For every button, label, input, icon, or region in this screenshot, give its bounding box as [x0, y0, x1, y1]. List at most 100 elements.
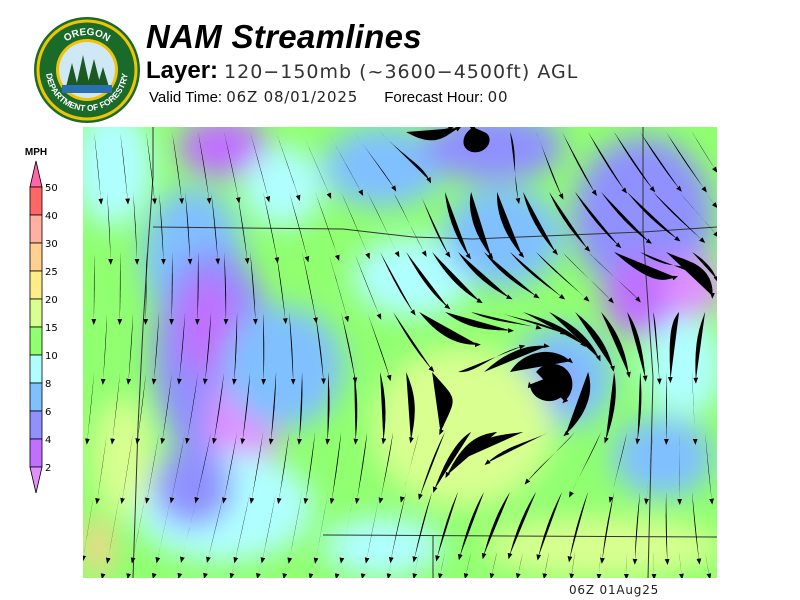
- streamline: [536, 492, 563, 561]
- svg-text:OREGON: OREGON: [62, 27, 112, 44]
- streamline: [575, 192, 622, 249]
- streamline: [614, 132, 656, 193]
- streamline: [527, 372, 568, 402]
- streamline: [484, 432, 550, 466]
- streamline: [463, 552, 472, 578]
- page-title: NAM Streamlines: [146, 18, 422, 55]
- colorbar-bottom-arrow: [29, 466, 43, 494]
- streamline: [105, 492, 121, 564]
- streamline: [313, 492, 329, 564]
- streamline-map[interactable]: [83, 127, 717, 578]
- streamline: [341, 312, 358, 384]
- streamline: [664, 372, 669, 445]
- streamline: [412, 552, 420, 578]
- colorbar-tick-label: 8: [45, 379, 51, 390]
- colorbar-unit: MPH: [25, 147, 47, 158]
- streamline: [588, 252, 641, 303]
- streamline: [588, 132, 628, 194]
- streamline: [419, 312, 481, 348]
- colorbar-segment: [29, 298, 43, 328]
- streamline: [325, 372, 331, 445]
- colorbar-segment: [29, 354, 43, 384]
- colorbar-tick-label: 30: [45, 239, 58, 250]
- streamline: [432, 252, 483, 304]
- streamline: [195, 252, 200, 325]
- streamline: [627, 312, 648, 382]
- valid-time-info: Valid Time: 06Z 08/01/2025 Forecast Hour…: [149, 88, 508, 106]
- colorbar-top-arrow: [29, 160, 43, 188]
- streamline: [469, 192, 494, 260]
- streamline: [169, 432, 186, 504]
- streamline: [406, 127, 462, 141]
- streamline: [256, 552, 264, 578]
- valid-time-value: 06Z 08/01/2025: [226, 88, 359, 106]
- streamline: [185, 192, 193, 265]
- colorbar-tick-label: 6: [45, 407, 51, 418]
- streamline: [222, 432, 238, 504]
- streamline: [339, 492, 355, 564]
- streamline: [624, 552, 629, 578]
- streamline: [640, 132, 682, 192]
- streamline: [341, 192, 370, 260]
- streamline: [484, 343, 550, 372]
- colorbar-segment: [29, 214, 43, 244]
- footer-timestamp: 06Z 01Aug25: [569, 583, 660, 597]
- streamline: [705, 432, 714, 505]
- colorbar-segment: [29, 186, 43, 216]
- streamline: [146, 132, 157, 205]
- streamline: [399, 432, 420, 503]
- streamline: [600, 492, 615, 564]
- colorbar-tick-label: 10: [45, 351, 58, 362]
- streamline: [143, 252, 149, 325]
- streamline: [380, 372, 387, 445]
- streamline: [432, 372, 453, 436]
- streamline: [667, 312, 680, 383]
- colorbar-segment: [29, 270, 43, 300]
- streamline: [386, 552, 394, 578]
- streamline: [367, 312, 392, 382]
- streamline: [653, 312, 662, 385]
- streamline: [549, 192, 591, 252]
- streamline: [169, 252, 175, 325]
- colorbar-tick-label: 2: [45, 463, 51, 474]
- oregon-department-of-forestry-logo: OREGON DEPARTMENT OF FORESTRY: [34, 17, 140, 123]
- colorbar-segment: [29, 382, 43, 412]
- streamline: [180, 492, 199, 563]
- streamline: [458, 252, 513, 300]
- streamline: [459, 432, 524, 462]
- streamline: [489, 552, 498, 578]
- streamline: [202, 312, 212, 385]
- forecast-hour-label: Forecast Hour:: [384, 89, 484, 106]
- streamline: [497, 192, 525, 258]
- streamline: [297, 372, 303, 445]
- streamline: [107, 192, 113, 265]
- streamline: [194, 432, 212, 504]
- streamline: [378, 432, 394, 504]
- streamline: [364, 492, 381, 564]
- streamline: [406, 372, 415, 444]
- streamline: [542, 552, 550, 578]
- streamline: [653, 192, 706, 244]
- streamline: [692, 132, 717, 173]
- streamline: [651, 552, 657, 578]
- wind-speed-colorbar: MPH 50 40 30 25 20 15 10 8 6 4 2: [25, 147, 58, 494]
- colorbar-segment: [29, 438, 43, 468]
- streamline: [463, 127, 490, 153]
- streamline: [705, 192, 717, 209]
- colorbar-segment: [29, 242, 43, 272]
- streamline: [354, 252, 382, 320]
- streamline: [120, 132, 130, 205]
- streamline: [679, 552, 684, 578]
- streamline: [608, 432, 628, 503]
- streamline: [206, 492, 225, 563]
- state-borders: [132, 127, 717, 578]
- streamline: [406, 252, 451, 310]
- streamline: [692, 372, 698, 445]
- streamline: [569, 432, 602, 498]
- streamline: [155, 492, 173, 564]
- streamline: [644, 432, 654, 505]
- streamline: [393, 192, 427, 257]
- streamline: [677, 432, 682, 505]
- streamline: [627, 192, 681, 242]
- layer-value: 120−150mb (~3600−4500ft) AGL: [224, 61, 579, 83]
